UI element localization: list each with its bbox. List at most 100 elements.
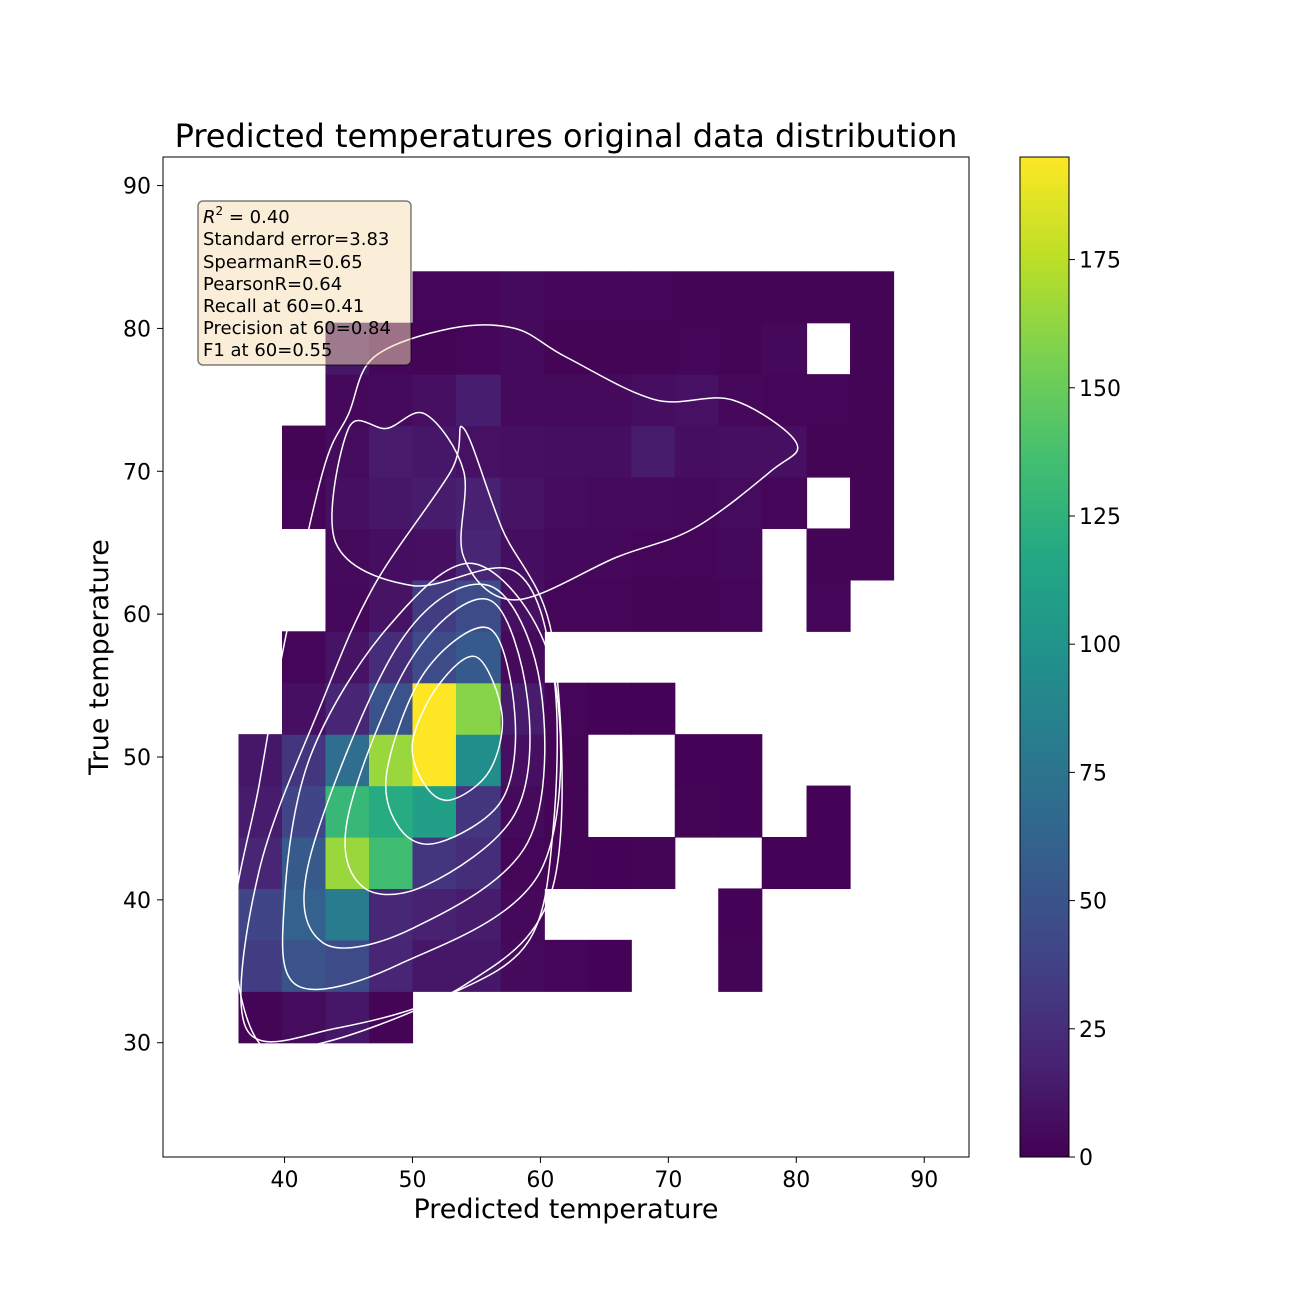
x-tick-label: 70 [654, 1168, 682, 1193]
heatmap-cell [718, 271, 763, 324]
heatmap-cell [281, 991, 327, 1044]
heatmap-cell [674, 579, 719, 632]
heatmap-cell [544, 374, 589, 427]
heatmap-cell [500, 734, 545, 787]
heatmap-cell [850, 477, 895, 530]
heatmap-cell [631, 425, 676, 478]
heatmap-cell [718, 734, 763, 787]
heatmap-cell [718, 374, 763, 427]
colorbar-tick-label: 50 [1079, 890, 1107, 915]
heatmap-cell [500, 477, 545, 530]
heatmap-cell [455, 734, 502, 787]
heatmap-cell [455, 579, 502, 632]
stats-box: R2 = 0.40 Standard error=3.83 SpearmanR=… [197, 200, 412, 366]
heatmap-cell [631, 322, 676, 375]
stats-line-recall: Recall at 60=0.41 [203, 296, 364, 317]
heatmap-cell [850, 528, 895, 581]
heatmap-cell [238, 991, 283, 1044]
heatmap-cell [587, 579, 632, 632]
heatmap-cell [412, 939, 457, 992]
heatmap-cell [500, 682, 545, 735]
heatmap-cell [500, 939, 545, 992]
x-tick-label: 80 [782, 1168, 810, 1193]
colorbar-ticks: 0 25 50 75 100 125 150 175 [1069, 249, 1121, 1171]
heatmap-cell [587, 939, 632, 992]
stats-box-background [197, 200, 412, 366]
y-tick-label: 30 [123, 1032, 151, 1057]
heatmap-cell [761, 271, 808, 324]
heatmap-cell [631, 528, 676, 581]
heatmap-cell [368, 939, 414, 992]
heatmap-cell [806, 837, 851, 890]
colorbar-tick-label: 75 [1079, 761, 1107, 786]
heatmap-cell [455, 322, 502, 375]
stats-line-standard-error: Standard error=3.83 [203, 229, 389, 250]
heatmap-cell [761, 837, 808, 890]
heatmap-cell [500, 425, 545, 478]
plot-frame [162, 156, 970, 1158]
heatmap-cell [718, 528, 763, 581]
heatmap-cell [718, 477, 763, 530]
y-axis-ticks: 30 40 50 60 70 80 90 [123, 175, 163, 1057]
heatmap-cell [238, 785, 283, 838]
heatmap-cell [761, 374, 808, 427]
y-axis-label: True temperature [84, 539, 115, 776]
heatmap-cell [500, 888, 545, 941]
heatmap-cell [718, 425, 763, 478]
colorbar-tick-label: 175 [1079, 249, 1121, 274]
heatmap-cell [631, 477, 676, 530]
heatmap-cell [718, 322, 763, 375]
heatmap-cell [544, 734, 589, 787]
colorbar-tick-label: 100 [1079, 633, 1121, 658]
heatmap-cell [587, 271, 632, 324]
heatmap-cell [368, 888, 414, 941]
heatmap-cell [455, 785, 502, 838]
x-tick-label: 90 [910, 1168, 938, 1193]
heatmap-cell [500, 271, 545, 324]
heatmap-cell [325, 579, 370, 632]
heatmap-cell [850, 322, 895, 375]
heatmap-cell [412, 888, 457, 941]
heatmap-cell [412, 477, 457, 530]
heatmap-cell [544, 271, 589, 324]
heatmap-cell [368, 991, 414, 1044]
heatmap-cell [325, 528, 370, 581]
heatmap-cells [238, 271, 895, 1044]
stats-line-spearman: SpearmanR=0.65 [203, 252, 363, 273]
heatmap-cell [806, 579, 851, 632]
y-tick-label: 80 [123, 317, 151, 342]
heatmap-cell [281, 425, 327, 478]
heatmap-cell [325, 785, 370, 838]
heatmap-cell [631, 579, 676, 632]
heatmap-cell [718, 579, 763, 632]
heatmap-cell [238, 939, 283, 992]
heatmap-cell [544, 477, 589, 530]
heatmap-cell [587, 322, 632, 375]
x-axis-label: Predicted temperature [413, 1194, 718, 1225]
heatmap-cell [674, 734, 719, 787]
heatmap-cell [631, 837, 676, 890]
heatmap-cell [587, 374, 632, 427]
heatmap-cell [631, 682, 676, 735]
heatmap-cell [500, 631, 545, 684]
heatmap-cell [281, 939, 327, 992]
heatmap-cell [806, 425, 851, 478]
heatmap-cell [412, 271, 457, 324]
heatmap-cell [544, 939, 589, 992]
heatmap-cell [544, 528, 589, 581]
heatmap-cell [587, 477, 632, 530]
heatmap-cell [281, 734, 327, 787]
heatmap-cell [281, 837, 327, 890]
heatmap-cell [544, 785, 589, 838]
x-axis-ticks: 40 50 60 70 80 90 [271, 1157, 938, 1193]
kde-contour-line [344, 598, 531, 896]
heatmap-cell [412, 374, 457, 427]
heatmap-cell [500, 374, 545, 427]
heatmap-cell [587, 425, 632, 478]
heatmap-cell [368, 425, 414, 478]
colorbar-tick-label: 0 [1079, 1146, 1093, 1171]
heatmap-cell [544, 425, 589, 478]
heatmap-cell [412, 631, 457, 684]
heatmap-cell [455, 374, 502, 427]
